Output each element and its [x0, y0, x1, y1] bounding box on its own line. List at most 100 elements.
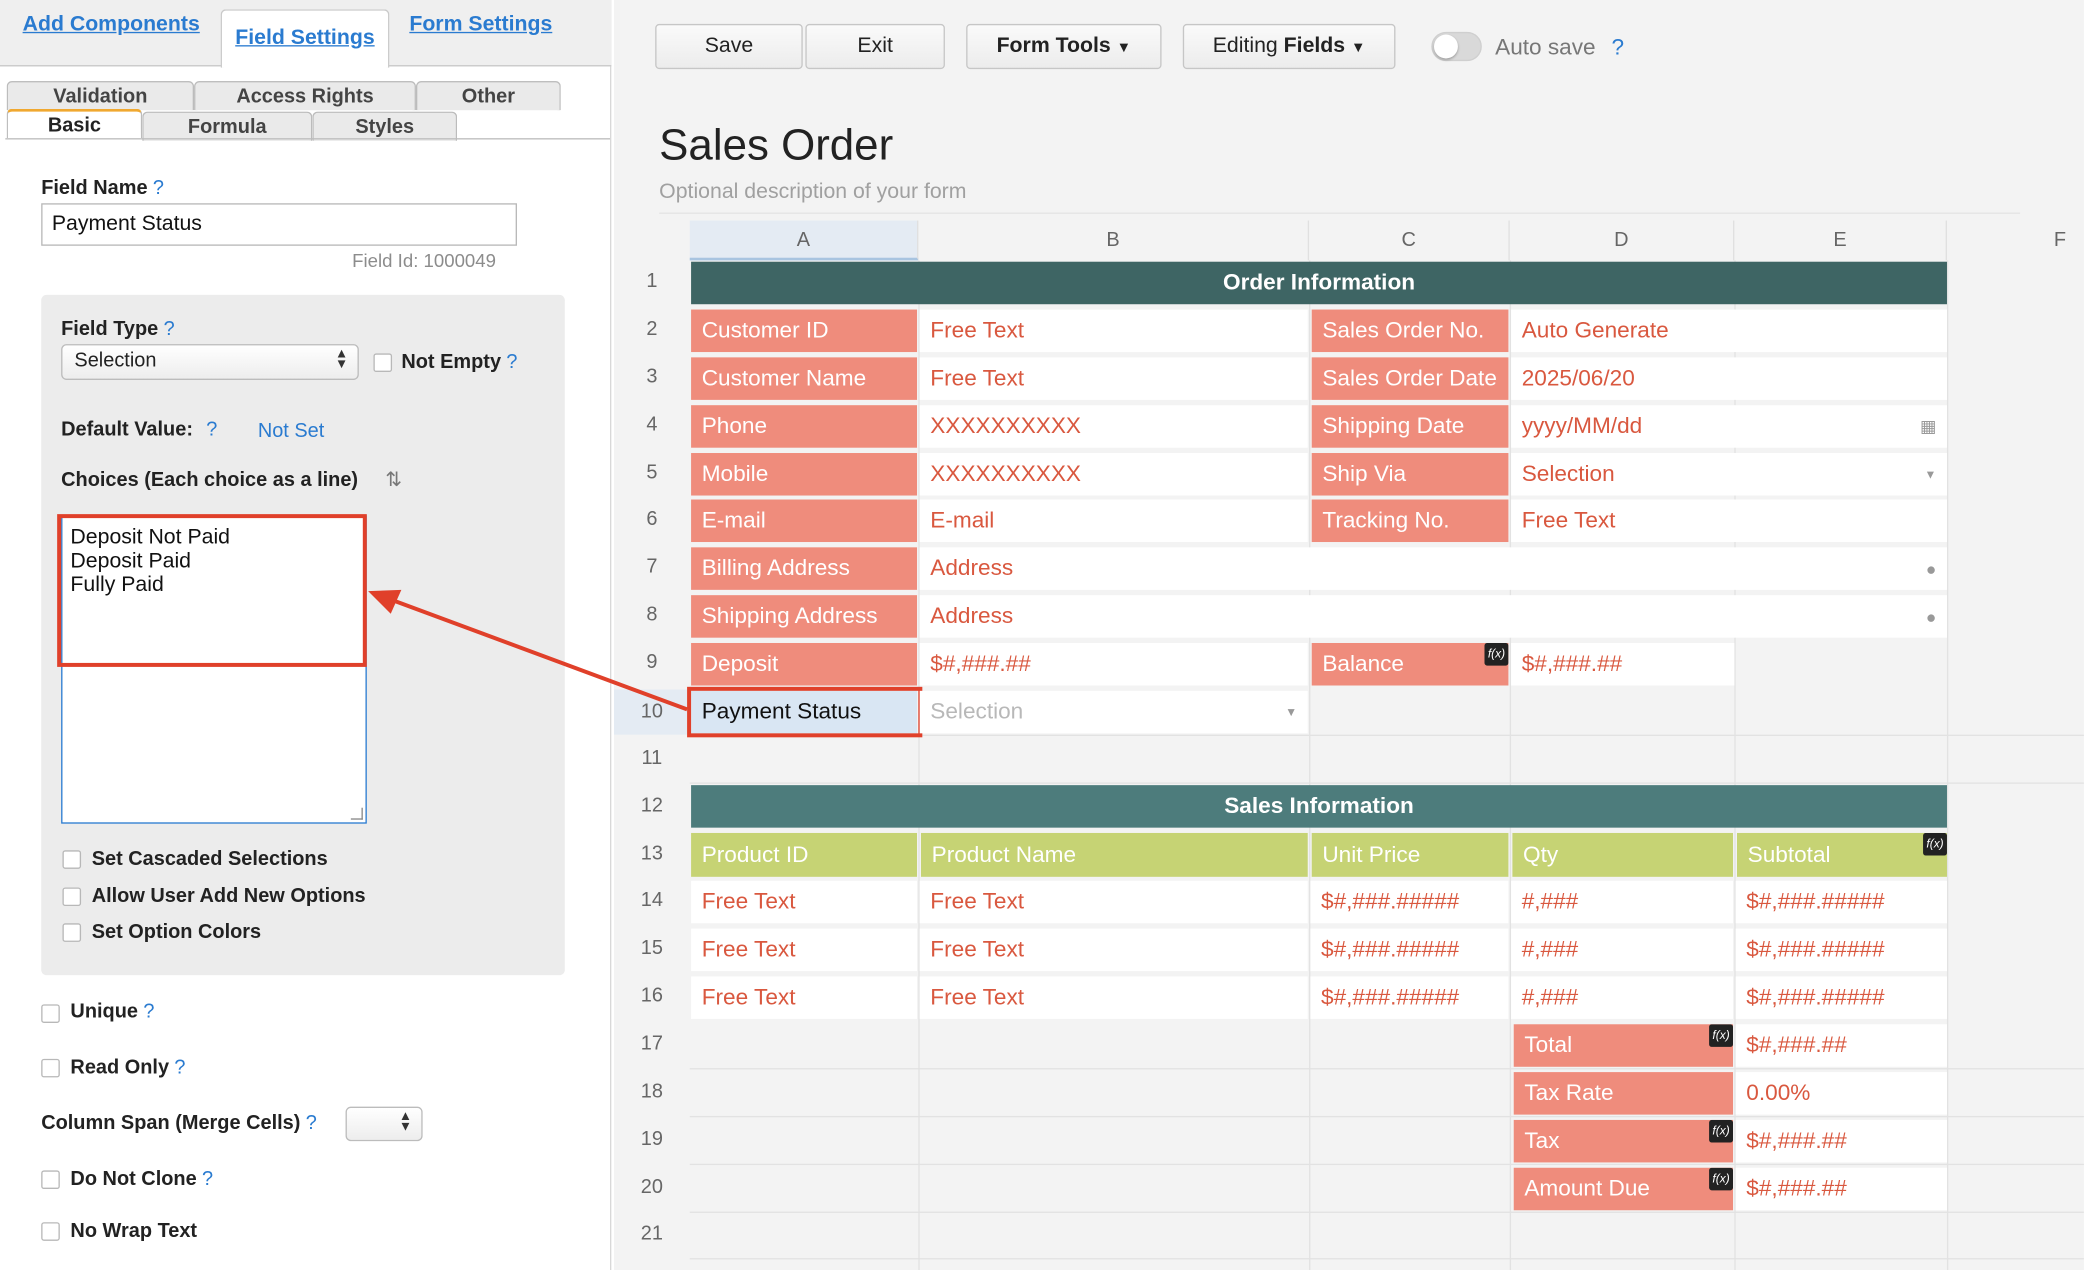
option-colors-checkbox[interactable]	[62, 923, 82, 942]
subtab-validation[interactable]: Validation	[6, 81, 195, 111]
unit-price-header[interactable]: Unit Price	[1311, 832, 1509, 877]
tab-add-components[interactable]: Add Components	[22, 13, 200, 36]
shipping-date-field[interactable]: yyyy/MM/dd ▦	[1511, 405, 1947, 448]
auto-save-toggle[interactable]	[1431, 31, 1482, 62]
tax-field[interactable]: $#,###.##	[1735, 1119, 1947, 1163]
field-name-input[interactable]: Payment Status	[41, 203, 517, 246]
shipping-date-label[interactable]: Shipping Date	[1311, 405, 1509, 448]
total-field[interactable]: $#,###.##	[1735, 1024, 1947, 1067]
phone-label[interactable]: Phone	[691, 405, 918, 448]
sales-order-date-field[interactable]: 2025/06/20	[1511, 357, 1947, 400]
subtotal-header[interactable]: Subtotal f(x)	[1737, 832, 1947, 877]
table-cell[interactable]: $#,###.#####	[1735, 928, 1947, 972]
deposit-label[interactable]: Deposit	[691, 642, 918, 686]
tax-rate-field[interactable]: 0.00%	[1735, 1072, 1947, 1115]
column-header[interactable]: D	[1510, 220, 1735, 261]
subtab-basic[interactable]: Basic	[6, 108, 143, 139]
mobile-label[interactable]: Mobile	[691, 453, 918, 496]
read-only-checkbox[interactable]	[41, 1058, 60, 1078]
table-cell[interactable]: #,###	[1511, 928, 1734, 972]
subtab-other[interactable]: Other	[415, 81, 561, 111]
email-field[interactable]: E-mail	[919, 499, 1308, 543]
help-icon[interactable]: ?	[305, 1111, 317, 1135]
exit-button[interactable]: Exit	[805, 23, 945, 70]
resize-handle[interactable]	[350, 807, 363, 820]
tracking-no-label[interactable]: Tracking No.	[1311, 499, 1509, 543]
help-icon[interactable]: ?	[1611, 34, 1625, 60]
ship-via-label[interactable]: Ship Via	[1311, 453, 1509, 496]
column-header[interactable]: C	[1309, 220, 1510, 261]
table-cell[interactable]: $#,###.#####	[1310, 976, 1509, 1019]
table-cell[interactable]: Free Text	[691, 976, 918, 1019]
editing-fields-button[interactable]: Editing Fields ▼	[1182, 23, 1396, 70]
help-icon[interactable]: ?	[174, 1056, 186, 1079]
subtab-access-rights[interactable]: Access Rights	[194, 81, 416, 111]
choices-textarea[interactable]: Deposit Not Paid Deposit Paid Fully Paid	[61, 515, 367, 824]
ship-via-field[interactable]: Selection ▼	[1511, 453, 1947, 496]
help-icon[interactable]: ?	[206, 418, 218, 442]
sales-order-no-field[interactable]: Auto Generate	[1511, 309, 1947, 353]
column-span-select[interactable]: ▲ ▼	[345, 1106, 423, 1142]
qty-header[interactable]: Qty	[1512, 832, 1734, 877]
product-name-header[interactable]: Product Name	[920, 832, 1308, 877]
sort-icon[interactable]: ⇅	[385, 468, 403, 492]
sales-order-date-label[interactable]: Sales Order Date	[1311, 357, 1509, 400]
table-cell[interactable]: Free Text	[691, 880, 918, 924]
table-cell[interactable]: $#,###.#####	[1310, 928, 1509, 972]
default-value-link[interactable]: Not Set	[257, 419, 325, 443]
column-header[interactable]: B	[918, 220, 1310, 261]
allow-add-checkbox[interactable]	[62, 887, 82, 907]
amount-due-label[interactable]: Amount Due f(x)	[1513, 1167, 1734, 1211]
table-cell[interactable]: #,###	[1511, 976, 1734, 1019]
amount-due-field[interactable]: $#,###.##	[1735, 1167, 1947, 1211]
balance-label[interactable]: Balance f(x)	[1311, 642, 1509, 686]
column-header[interactable]: E	[1734, 220, 1947, 261]
subtab-formula[interactable]: Formula	[142, 111, 313, 141]
tracking-no-field[interactable]: Free Text	[1511, 499, 1947, 543]
shipping-address-field[interactable]: Address ●	[919, 595, 1947, 638]
unique-checkbox[interactable]	[41, 1004, 60, 1023]
subtab-styles[interactable]: Styles	[312, 111, 458, 141]
tab-form-settings[interactable]: Form Settings	[409, 13, 553, 36]
tax-label[interactable]: Tax f(x)	[1513, 1119, 1734, 1163]
deposit-field[interactable]: $#,###.##	[919, 642, 1308, 686]
sales-info-header[interactable]: Sales Information	[691, 785, 1947, 828]
table-cell[interactable]: Free Text	[691, 928, 918, 972]
not-empty-checkbox[interactable]	[373, 353, 393, 372]
form-tools-button[interactable]: Form Tools ▼	[966, 23, 1162, 70]
shipping-address-label[interactable]: Shipping Address	[691, 595, 918, 638]
customer-id-field[interactable]: Free Text	[919, 309, 1308, 353]
help-icon[interactable]: ?	[152, 176, 164, 200]
payment-status-field[interactable]: Selection ▼	[919, 690, 1308, 734]
sales-order-no-label[interactable]: Sales Order No.	[1311, 309, 1509, 353]
email-label[interactable]: E-mail	[691, 499, 918, 543]
total-label[interactable]: Total f(x)	[1513, 1024, 1734, 1067]
do-not-clone-checkbox[interactable]	[41, 1170, 60, 1190]
no-wrap-checkbox[interactable]	[41, 1222, 60, 1241]
billing-address-label[interactable]: Billing Address	[691, 547, 918, 590]
customer-name-label[interactable]: Customer Name	[691, 357, 918, 400]
form-title[interactable]: Sales Order	[659, 119, 894, 169]
payment-status-label[interactable]: Payment Status	[691, 690, 918, 734]
help-icon[interactable]: ?	[506, 350, 518, 374]
order-info-header[interactable]: Order Information	[691, 261, 1947, 305]
column-header[interactable]: F	[2053, 228, 2067, 252]
form-description[interactable]: Optional description of your form	[659, 181, 2021, 214]
help-icon[interactable]: ?	[163, 317, 175, 341]
column-header[interactable]: A	[689, 220, 919, 261]
customer-name-field[interactable]: Free Text	[919, 357, 1308, 400]
cascaded-checkbox[interactable]	[62, 850, 82, 869]
balance-field[interactable]: $#,###.##	[1511, 642, 1735, 686]
help-icon[interactable]: ?	[202, 1167, 214, 1191]
table-cell[interactable]: $#,###.#####	[1735, 880, 1947, 924]
tax-rate-label[interactable]: Tax Rate	[1513, 1072, 1734, 1115]
product-id-header[interactable]: Product ID	[691, 832, 918, 877]
field-type-select[interactable]: Selection ▲ ▼	[61, 344, 359, 380]
help-icon[interactable]: ?	[143, 1000, 155, 1023]
table-cell[interactable]: #,###	[1511, 880, 1734, 924]
mobile-field[interactable]: XXXXXXXXXX	[919, 453, 1308, 496]
table-cell[interactable]: $#,###.#####	[1310, 880, 1509, 924]
tab-field-settings[interactable]: Field Settings	[220, 9, 390, 68]
table-cell[interactable]: $#,###.#####	[1735, 976, 1947, 1019]
phone-field[interactable]: XXXXXXXXXX	[919, 405, 1308, 448]
